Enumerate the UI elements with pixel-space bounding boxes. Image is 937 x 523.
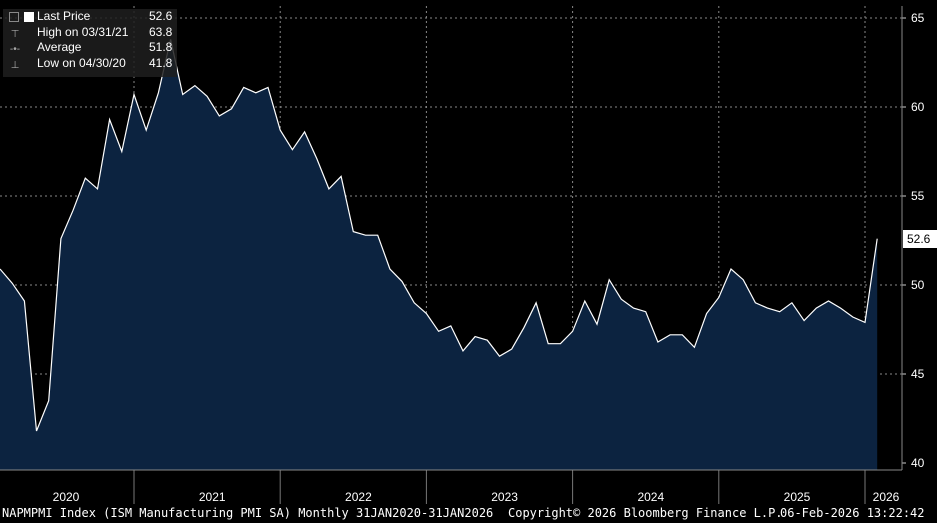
x-tick-label: 2023 — [491, 490, 518, 504]
low-marker-icon: ⊥ — [10, 59, 20, 71]
y-tick-label: 45 — [911, 367, 925, 381]
y-tick-label: 55 — [911, 189, 925, 203]
average-marker-icon: -•- — [9, 44, 21, 55]
y-tick-label: 60 — [911, 100, 925, 114]
footer-timestamp: 06-Feb-2026 13:22:42 — [780, 506, 925, 520]
x-tick-label: 2020 — [53, 490, 80, 504]
x-tick-label: 2024 — [637, 490, 664, 504]
x-tick-label: 2025 — [784, 490, 811, 504]
legend-last-value: 52.6 — [149, 9, 173, 23]
series-line — [0, 39, 878, 432]
x-tick-label: 2026 — [873, 490, 900, 504]
legend-average-value: 51.8 — [149, 40, 173, 54]
x-tick-label: 2021 — [199, 490, 226, 504]
footer-ticker: NAPMPMI Index (ISM Manufacturing PMI SA)… — [2, 506, 494, 520]
legend-high-label: High on 03/31/21 — [37, 24, 129, 39]
legend-low-label: Low on 04/30/20 — [37, 55, 126, 70]
y-tick-label: 65 — [911, 11, 925, 25]
legend-row-low: ⊥ Low on 04/30/20 41.8 — [3, 56, 177, 72]
legend-box: Last Price 52.6 ⊤ High on 03/31/21 63.8 … — [3, 9, 177, 77]
last-price-badge: 52.6 — [903, 230, 937, 248]
footer-copyright: Copyright© 2026 Bloomberg Finance L.P. — [508, 506, 783, 520]
y-tick-label: 40 — [911, 456, 925, 470]
legend-low-value: 41.8 — [149, 55, 173, 70]
legend-row-high: ⊤ High on 03/31/21 63.8 — [3, 25, 177, 41]
legend-row-last: Last Price 52.6 — [3, 9, 177, 25]
series-area — [0, 39, 878, 471]
chart-axes: 40 45 50 55 60 65 2020 2021 2022 2023 2024 2025 2026 — [0, 6, 925, 504]
legend-average-label: Average — [37, 40, 82, 54]
collapse-icon[interactable] — [9, 12, 19, 22]
legend-row-average: -•- Average 51.8 — [3, 40, 177, 56]
legend-last-label: Last Price — [37, 9, 91, 23]
x-tick-label: 2022 — [345, 490, 372, 504]
legend-swatch — [24, 12, 34, 22]
legend-high-value: 63.8 — [149, 24, 173, 39]
high-marker-icon: ⊤ — [10, 28, 20, 40]
y-tick-label: 50 — [911, 278, 925, 292]
